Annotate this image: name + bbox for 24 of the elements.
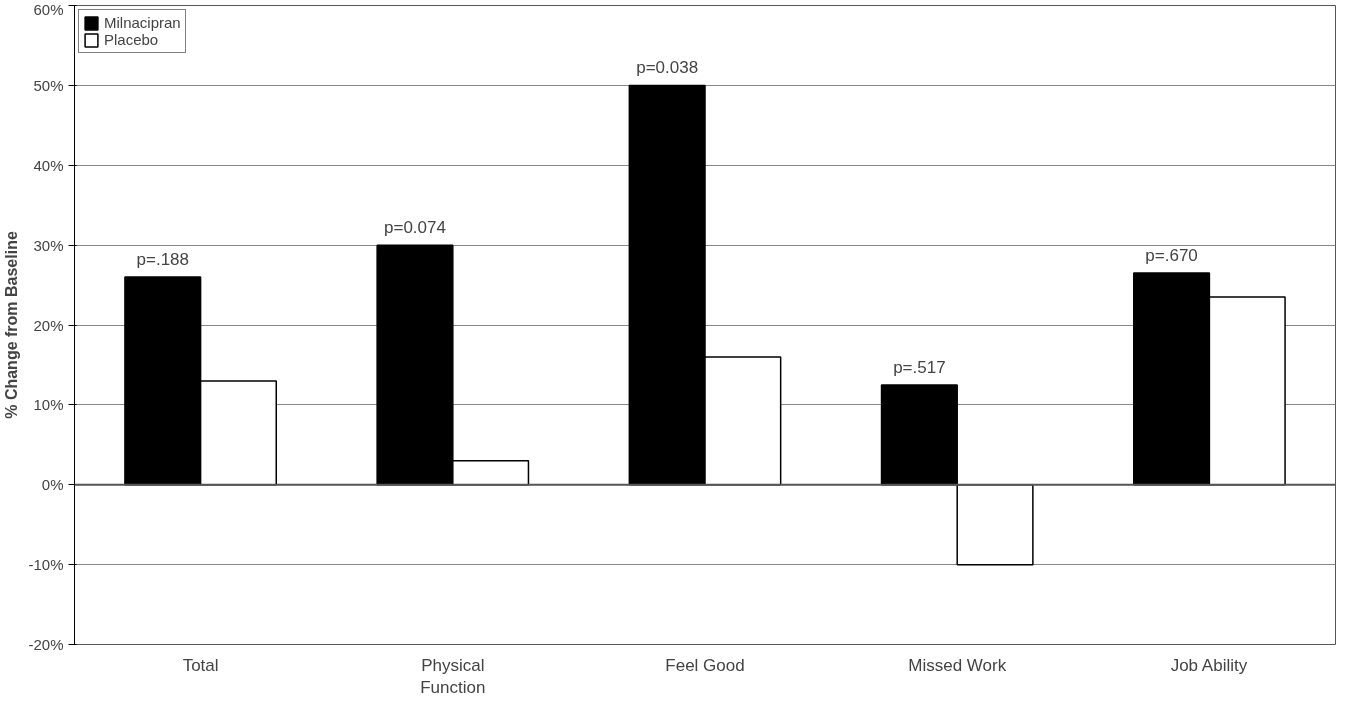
y-tick-label: 40% <box>33 156 64 174</box>
annotation: p=0.074 <box>384 218 446 238</box>
bar <box>880 384 958 486</box>
y-tick-label: 50% <box>33 76 64 94</box>
annotation: p=.517 <box>893 357 946 377</box>
legend-label: Milnacipran <box>104 14 181 31</box>
y-tick-label: 60% <box>33 0 64 18</box>
x-tick-label: Feel Good <box>665 655 745 675</box>
x-tick-label: Job Ability <box>1170 655 1248 675</box>
y-tick-label: 30% <box>33 236 64 254</box>
x-tick-label: Missed Work <box>908 655 1007 675</box>
annotation: p=.188 <box>136 250 190 270</box>
x-tick-label: Total <box>182 655 219 675</box>
bar <box>956 484 1034 566</box>
y-tick-label: -10% <box>28 556 64 574</box>
legend-label: Placebo <box>104 31 159 48</box>
y-tick-label: -20% <box>28 636 64 653</box>
annotation: p=0.038 <box>636 58 699 78</box>
y-axis-title: % Change from Baseline <box>3 231 21 419</box>
x-tick-label: Physical Function <box>420 655 486 698</box>
annotation: p=.670 <box>1145 246 1198 266</box>
y-tick-label: 10% <box>33 396 64 414</box>
y-tick-label: 0% <box>41 476 64 494</box>
y-tick-label: 20% <box>33 316 64 334</box>
